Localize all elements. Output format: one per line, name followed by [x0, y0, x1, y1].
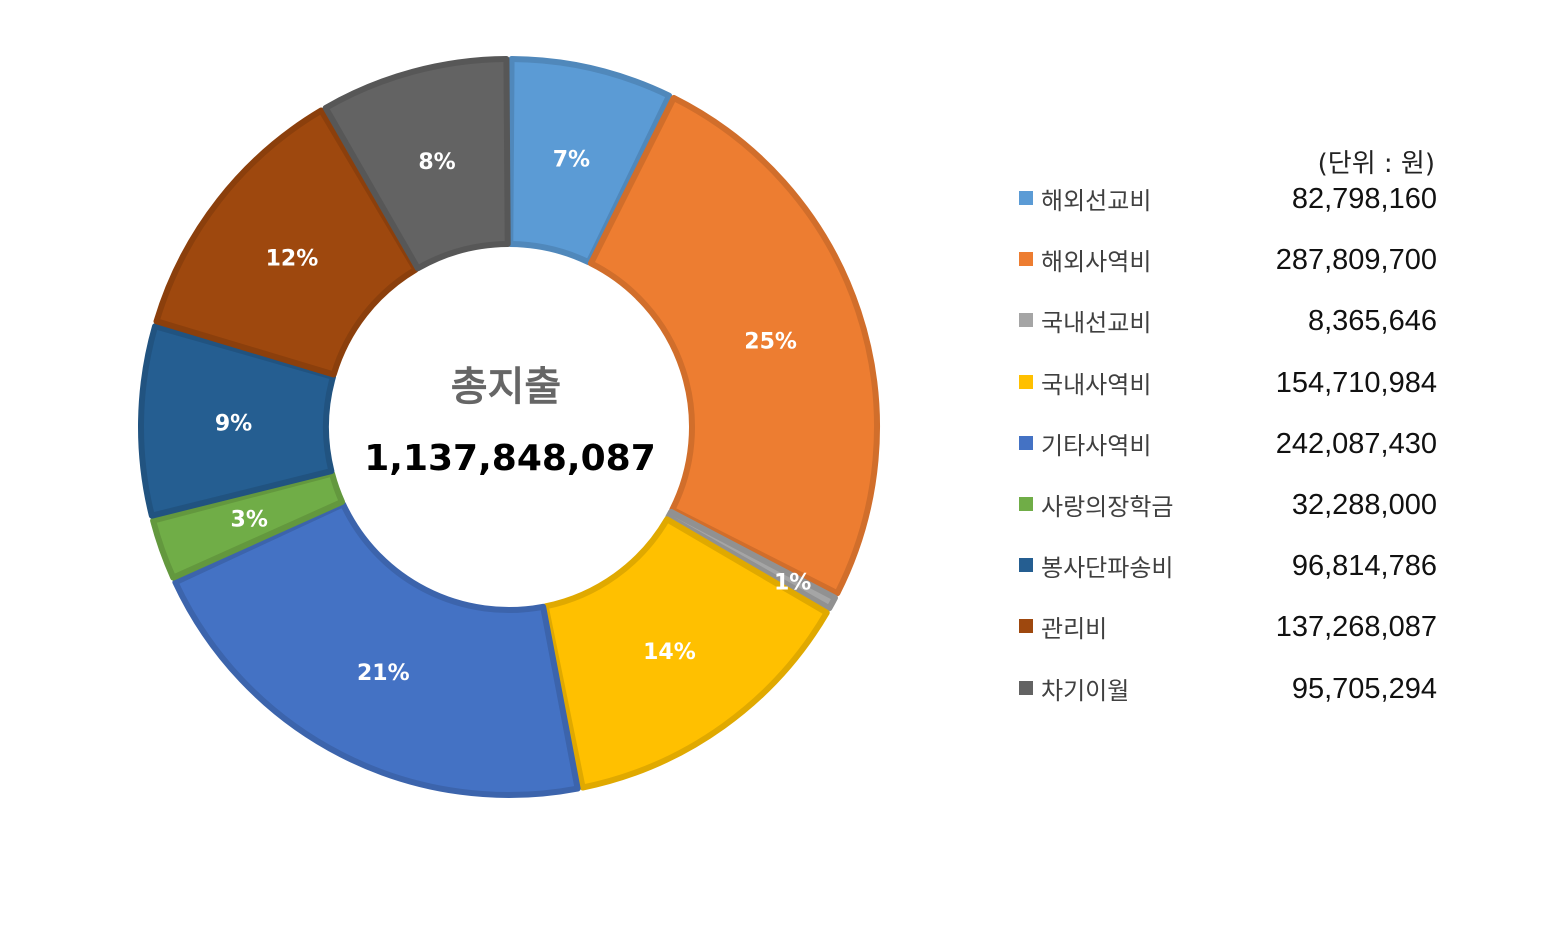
legend-label: 국내사역비 — [1041, 370, 1152, 399]
legend-label: 국내선교비 — [1041, 309, 1152, 338]
legend-item: 사랑의장학금 32,288,000 — [1015, 487, 1437, 527]
legend-swatch — [1019, 435, 1033, 450]
legend-swatch — [1019, 374, 1033, 389]
legend-item: 해외사역비 287,809,700 — [1015, 242, 1437, 282]
legend-label: 봉사단파송비 — [1041, 554, 1174, 583]
slice-8 — [153, 107, 419, 378]
unit-label: (단위 : 원) — [1317, 149, 1435, 179]
percent-label-6: 3% — [231, 508, 268, 533]
legend-value: 82,798,160 — [1291, 183, 1437, 215]
legend-value: 8,365,646 — [1307, 305, 1437, 338]
legend-item: 해외선교비 82,798,160 — [1015, 181, 1437, 221]
percent-label-2: 25% — [744, 330, 797, 355]
legend-value: 96,814,786 — [1291, 550, 1437, 583]
legend-value: 287,809,700 — [1275, 244, 1437, 277]
legend-swatch — [1019, 191, 1033, 205]
legend-item: 국내사역비 154,710,984 — [1015, 365, 1437, 405]
percent-label-1: 7% — [553, 148, 590, 173]
legend-label: 기타사역비 — [1041, 431, 1152, 460]
slice-5 — [172, 501, 581, 798]
percent-label-7: 9% — [215, 411, 252, 436]
percent-label-3: 1% — [774, 571, 811, 596]
slice-2 — [587, 94, 880, 597]
percent-label-9: 8% — [418, 150, 455, 175]
legend-swatch — [1019, 497, 1033, 511]
legend-swatch — [1019, 252, 1033, 267]
legend-label: 해외선교비 — [1041, 187, 1152, 215]
legend-item: 관리비 137,268,087 — [1015, 609, 1437, 649]
donut-slices — [138, 56, 880, 798]
legend-swatch — [1019, 619, 1033, 634]
legend: (단위 : 원) 해외선교비 82,798,160 해외사역비 287,809,700… — [1015, 0, 1445, 929]
slice-7 — [138, 323, 336, 519]
legend-item: 기타사역비 242,087,430 — [1015, 426, 1437, 466]
legend-value: 95,705,294 — [1291, 672, 1437, 705]
legend-value: 154,710,984 — [1275, 366, 1437, 399]
legend-label: 해외사역비 — [1041, 248, 1152, 277]
slice-9 — [322, 56, 511, 272]
legend-label: 관리비 — [1041, 615, 1108, 644]
center-title: 총지출 — [451, 364, 561, 410]
percent-label-8: 12% — [266, 246, 319, 271]
legend-value: 137,268,087 — [1275, 611, 1437, 644]
legend-label: 차기이월 — [1041, 676, 1130, 705]
percent-label-4: 14% — [643, 640, 696, 665]
center-total: 1,137,848,087 — [364, 438, 656, 479]
legend-swatch — [1019, 680, 1033, 695]
legend-value: 242,087,430 — [1275, 427, 1437, 460]
legend-item: 국내선교비 8,365,646 — [1015, 303, 1437, 343]
legend-value: 32,288,000 — [1291, 489, 1437, 521]
legend-swatch — [1019, 313, 1033, 328]
percent-labels: 7% 25% 1% 14% 21% 3% 9% 12% 8% — [215, 148, 811, 686]
slice-4 — [542, 516, 830, 791]
legend-item: 봉사단파송비 96,814,786 — [1015, 548, 1437, 588]
slice-1 — [507, 56, 673, 266]
legend-item: 차기이월 95,705,294 — [1015, 671, 1437, 711]
percent-label-5: 21% — [357, 661, 410, 686]
legend-label: 사랑의장학금 — [1041, 493, 1174, 521]
donut-chart: 7% 25% 1% 14% 21% 3% 9% 12% 8% 총지출 1,137,848,087 — [138, 56, 880, 798]
legend-swatch — [1019, 558, 1033, 573]
